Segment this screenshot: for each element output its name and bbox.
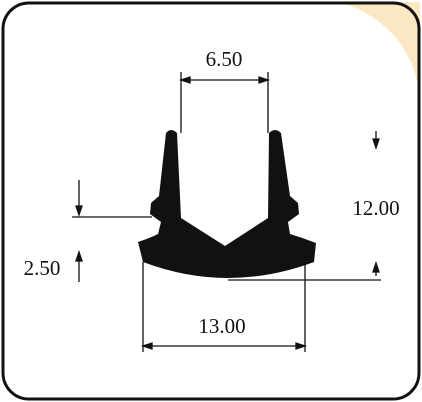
dimension-base-thickness xyxy=(72,180,152,282)
dimension-label-bottom-width: 13.00 xyxy=(198,314,245,338)
dimension-bottom-width xyxy=(140,262,308,352)
dimension-label-base-thickness: 2.50 xyxy=(24,256,61,280)
watermark xyxy=(340,2,420,110)
dimension-top-opening xyxy=(178,72,271,133)
dimension-label-height: 12.00 xyxy=(352,196,399,220)
dimension-label-top-opening: 6.50 xyxy=(206,47,243,71)
seal-profile-shape xyxy=(138,130,316,278)
